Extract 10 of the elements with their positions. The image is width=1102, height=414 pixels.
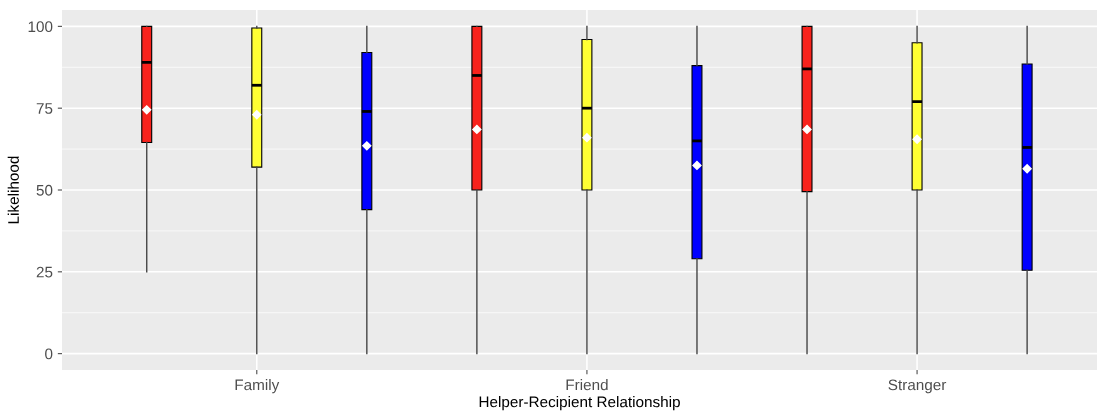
- y-tick-label: 25: [36, 266, 53, 278]
- y-tick-label: 0: [45, 348, 53, 360]
- x-tick-label: Friend: [566, 379, 608, 391]
- y-tick-label: 50: [36, 184, 53, 196]
- x-axis-title: Helper-Recipient Relationship: [479, 396, 680, 411]
- y-axis-title: Likelihood: [7, 156, 19, 224]
- x-tick-label: Family: [235, 379, 280, 394]
- y-tick-label: 75: [36, 103, 53, 114]
- x-tick-label: Stranger: [888, 379, 947, 394]
- y-tick-label: 100: [28, 21, 53, 33]
